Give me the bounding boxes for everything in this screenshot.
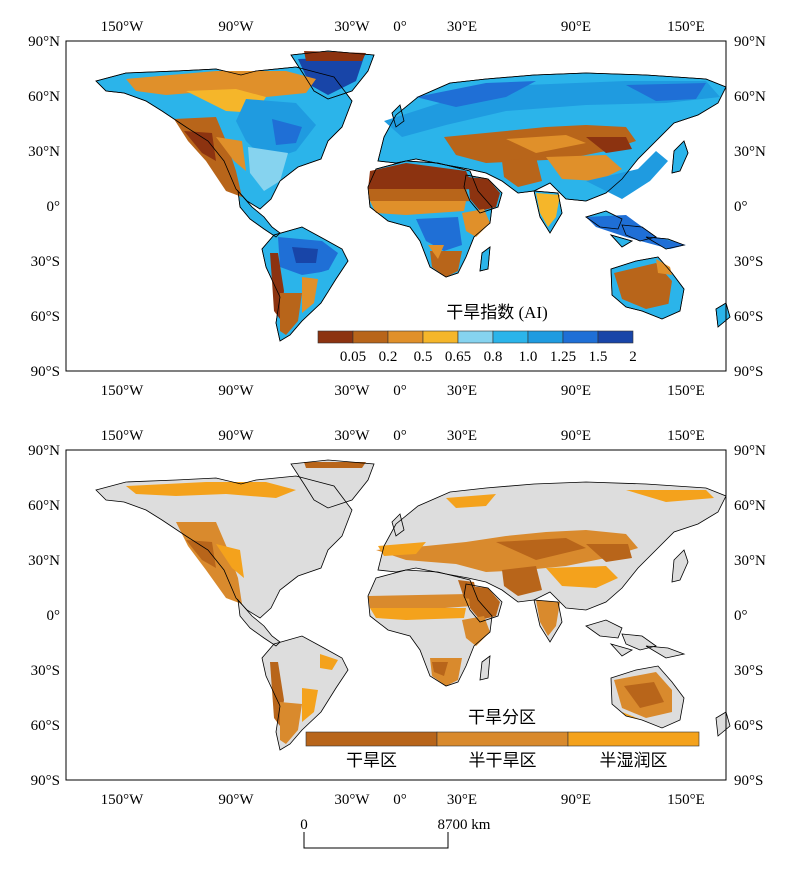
aridity-legend-tick: 0.8: [484, 349, 503, 365]
latitude-label-top-right: 30°S: [734, 254, 763, 270]
latitude-label-bottom-left: 30°N: [28, 553, 60, 569]
latitude-label-bottom-right: 90°N: [734, 443, 766, 459]
aridity-legend-tick: 1.0: [519, 349, 538, 365]
latitude-label-top-right: 90°N: [734, 34, 766, 50]
latitude-label-top-left: 60°N: [28, 89, 60, 105]
aridity-legend-tick: 1.25: [550, 349, 576, 365]
top-map-frame: [65, 40, 727, 372]
longitude-label-bottom-bottom: 90°W: [218, 792, 254, 808]
dryland-legend-title: 干旱分区: [468, 708, 536, 727]
longitude-label-bottom-bottom: 30°E: [447, 792, 477, 808]
scale-bar: 0 8700 km: [300, 817, 491, 849]
longitude-label-bottom-top: 0°: [393, 428, 407, 444]
aridity-legend: 干旱指数 (AI) 0.05 0.2 0.5 0.65 0.8 1.0 1.25 1.5 2: [317, 303, 637, 365]
dryland-legend-swatch: [567, 731, 700, 747]
dryland-legend-label: 干旱区: [346, 751, 397, 770]
longitude-label-top-bottom: 90°W: [218, 383, 254, 399]
dryland-zones: [126, 462, 714, 744]
longitude-label-top-bottom: 0°: [393, 383, 407, 399]
aridity-index-map: 干旱指数 (AI) 0.05 0.2 0.5 0.65 0.8 1.0 1.25 1.5 2: [65, 40, 731, 372]
latitude-label-top-left: 30°N: [28, 144, 60, 160]
longitude-label-bottom-top: 150°E: [667, 428, 705, 444]
longitude-label-top-top: 150°E: [667, 19, 705, 35]
aridity-legend-tick: 0.05: [340, 349, 366, 365]
aridity-legend-swatch: [527, 330, 564, 344]
latitude-label-top-left: 90°N: [28, 34, 60, 50]
latitude-label-bottom-left: 0°: [47, 608, 61, 624]
aridity-legend-swatch: [597, 330, 634, 344]
longitude-label-top-top: 30°E: [447, 19, 477, 35]
aridity-legend-swatch: [422, 330, 459, 344]
aridity-legend-swatch: [562, 330, 599, 344]
latitude-label-bottom-left: 90°N: [28, 443, 60, 459]
aridity-legend-swatch: [457, 330, 494, 344]
aridity-legend-tick: 0.65: [445, 349, 471, 365]
latitude-label-bottom-left: 60°N: [28, 498, 60, 514]
latitude-label-top-right: 60°N: [734, 89, 766, 105]
latitude-label-bottom-right: 30°S: [734, 663, 763, 679]
longitude-label-bottom-bottom: 90°E: [561, 792, 591, 808]
longitude-label-bottom-top: 150°W: [101, 428, 144, 444]
latitude-label-top-left: 30°S: [31, 254, 60, 270]
aridity-legend-swatch: [387, 330, 424, 344]
latitude-label-top-left: 60°S: [31, 309, 60, 325]
longitude-label-bottom-bottom: 150°W: [101, 792, 144, 808]
longitude-label-bottom-top: 30°E: [447, 428, 477, 444]
latitude-label-top-right: 60°S: [734, 309, 763, 325]
longitude-label-top-top: 30°W: [334, 19, 370, 35]
longitude-label-top-bottom: 150°W: [101, 383, 144, 399]
latitude-label-bottom-right: 30°N: [734, 553, 766, 569]
longitude-label-top-top: 150°W: [101, 19, 144, 35]
bottom-map-frame: [65, 449, 727, 781]
dryland-legend-label: 半干旱区: [469, 751, 537, 770]
longitude-label-bottom-bottom: 30°W: [334, 792, 370, 808]
dryland-legend: 干旱分区 干旱区 半干旱区 半湿润区: [305, 708, 700, 770]
latitude-label-top-right: 30°N: [734, 144, 766, 160]
drylands-classification-map: 干旱分区 干旱区 半干旱区 半湿润区: [65, 449, 731, 781]
aridity-legend-swatches: [317, 330, 634, 344]
latitude-label-bottom-left: 90°S: [31, 773, 60, 789]
latitude-label-top-left: 0°: [47, 199, 61, 215]
longitude-label-top-bottom: 150°E: [667, 383, 705, 399]
aridity-legend-tick: 1.5: [589, 349, 608, 365]
longitude-label-top-top: 90°E: [561, 19, 591, 35]
aridity-legend-ticks: 0.05 0.2 0.5 0.65 0.8 1.0 1.25 1.5 2: [340, 349, 637, 365]
latitude-label-top-right: 90°S: [734, 364, 763, 380]
aridity-legend-tick: 2: [629, 349, 637, 365]
latitude-label-bottom-right: 0°: [734, 608, 748, 624]
latitude-label-bottom-left: 30°S: [31, 663, 60, 679]
latitude-label-bottom-right: 60°N: [734, 498, 766, 514]
latitude-label-bottom-right: 90°S: [734, 773, 763, 789]
longitude-label-bottom-top: 90°W: [218, 428, 254, 444]
aridity-legend-tick: 0.5: [414, 349, 433, 365]
dryland-legend-label: 半湿润区: [600, 751, 668, 770]
aridity-legend-tick: 0.2: [379, 349, 398, 365]
longitude-label-top-top: 0°: [393, 19, 407, 35]
aridity-legend-title: 干旱指数 (AI): [446, 303, 548, 322]
scale-bar-start-label: 0: [300, 817, 308, 833]
dryland-legend-swatch: [305, 731, 438, 747]
longitude-label-bottom-top: 90°E: [561, 428, 591, 444]
latitude-label-bottom-right: 60°S: [734, 718, 763, 734]
dryland-legend-labels: 干旱区 半干旱区 半湿润区: [346, 751, 668, 770]
coordinate-labels: 150°W 150°W 90°W 90°W 30°W 30°W 0° 0° 30°E 30°E 90…: [28, 19, 766, 808]
longitude-label-bottom-bottom: 150°E: [667, 792, 705, 808]
scale-bar-end-label: 8700 km: [438, 817, 491, 833]
aridity-legend-swatch: [317, 330, 354, 344]
dryland-legend-swatch: [436, 731, 569, 747]
aridity-legend-swatch: [352, 330, 389, 344]
longitude-label-top-bottom: 90°E: [561, 383, 591, 399]
longitude-label-bottom-top: 30°W: [334, 428, 370, 444]
longitude-label-bottom-bottom: 0°: [393, 792, 407, 808]
aridity-patterns: [126, 51, 720, 335]
aridity-legend-swatch: [492, 330, 529, 344]
dryland-legend-swatches: [305, 731, 700, 747]
longitude-label-top-bottom: 30°E: [447, 383, 477, 399]
latitude-label-top-left: 90°S: [31, 364, 60, 380]
longitude-label-top-top: 90°W: [218, 19, 254, 35]
latitude-label-top-right: 0°: [734, 199, 748, 215]
latitude-label-bottom-left: 60°S: [31, 718, 60, 734]
longitude-label-top-bottom: 30°W: [334, 383, 370, 399]
